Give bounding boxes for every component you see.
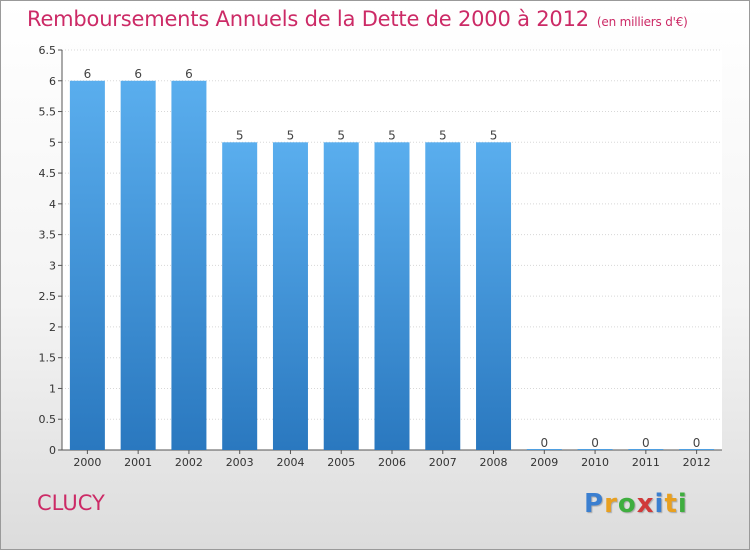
x-tick-label: 2009	[530, 456, 558, 469]
data-label: 0	[591, 436, 599, 450]
logo-letter: i	[654, 489, 665, 519]
bar	[476, 142, 512, 451]
bar	[69, 80, 105, 451]
y-tick-label: 0	[49, 444, 56, 457]
y-tick-label: 4.5	[39, 167, 57, 180]
logo-letter: r	[604, 489, 618, 519]
x-tick-label: 2002	[175, 456, 203, 469]
data-label: 5	[388, 128, 396, 142]
commune-name: CLUCY	[37, 491, 105, 515]
bar	[526, 449, 562, 450]
data-label: 5	[287, 128, 295, 142]
y-tick-label: 1	[49, 382, 56, 395]
logo-letter: P	[584, 489, 605, 519]
data-label: 6	[185, 67, 193, 81]
data-label: 5	[439, 128, 447, 142]
data-label: 5	[490, 128, 498, 142]
bar	[171, 80, 207, 451]
y-tick-label: 5	[49, 136, 56, 149]
data-label: 5	[236, 128, 244, 142]
data-label: 0	[540, 436, 548, 450]
x-tick-label: 2003	[226, 456, 254, 469]
x-tick-label: 2011	[632, 456, 660, 469]
title-unit: (en milliers d'€)	[596, 15, 688, 29]
y-tick-label: 6.5	[39, 44, 57, 57]
bar	[374, 142, 410, 451]
x-tick-label: 2008	[480, 456, 508, 469]
y-tick-label: 4	[49, 198, 56, 211]
x-tick-label: 2007	[429, 456, 457, 469]
logo-letter: i	[677, 489, 688, 519]
bar	[272, 142, 308, 451]
bar	[577, 449, 613, 450]
title-text: Remboursements Annuels de la Dette de 20…	[27, 7, 589, 31]
logo-letter: x	[636, 489, 655, 519]
y-tick-label: 2	[49, 321, 56, 334]
bar	[425, 142, 461, 451]
logo-letter: o	[617, 489, 637, 519]
x-tick-label: 2004	[276, 456, 304, 469]
y-tick-label: 1.5	[39, 352, 57, 365]
y-tick-label: 3	[49, 259, 56, 272]
bar	[120, 80, 156, 451]
x-tick-label: 2000	[73, 456, 101, 469]
x-tick-label: 2010	[581, 456, 609, 469]
y-tick-label: 5.5	[39, 106, 57, 119]
y-tick-label: 0.5	[39, 413, 57, 426]
data-label: 5	[337, 128, 345, 142]
x-tick-label: 2001	[124, 456, 152, 469]
chart-title: Remboursements Annuels de la Dette de 20…	[27, 7, 688, 31]
proxiti-logo: Proxiti	[584, 489, 688, 519]
x-tick-label: 2006	[378, 456, 406, 469]
y-tick-label: 3.5	[39, 229, 57, 242]
x-tick-label: 2012	[683, 456, 711, 469]
x-tick-label: 2005	[327, 456, 355, 469]
y-tick-label: 6	[49, 75, 56, 88]
bar	[323, 142, 359, 451]
logo-letter: t	[664, 489, 678, 519]
bar	[222, 142, 258, 451]
bar	[628, 449, 664, 450]
data-label: 0	[642, 436, 650, 450]
y-tick-label: 2.5	[39, 290, 57, 303]
data-label: 6	[134, 67, 142, 81]
bar	[679, 449, 715, 450]
data-label: 6	[84, 67, 92, 81]
data-label: 0	[693, 436, 701, 450]
